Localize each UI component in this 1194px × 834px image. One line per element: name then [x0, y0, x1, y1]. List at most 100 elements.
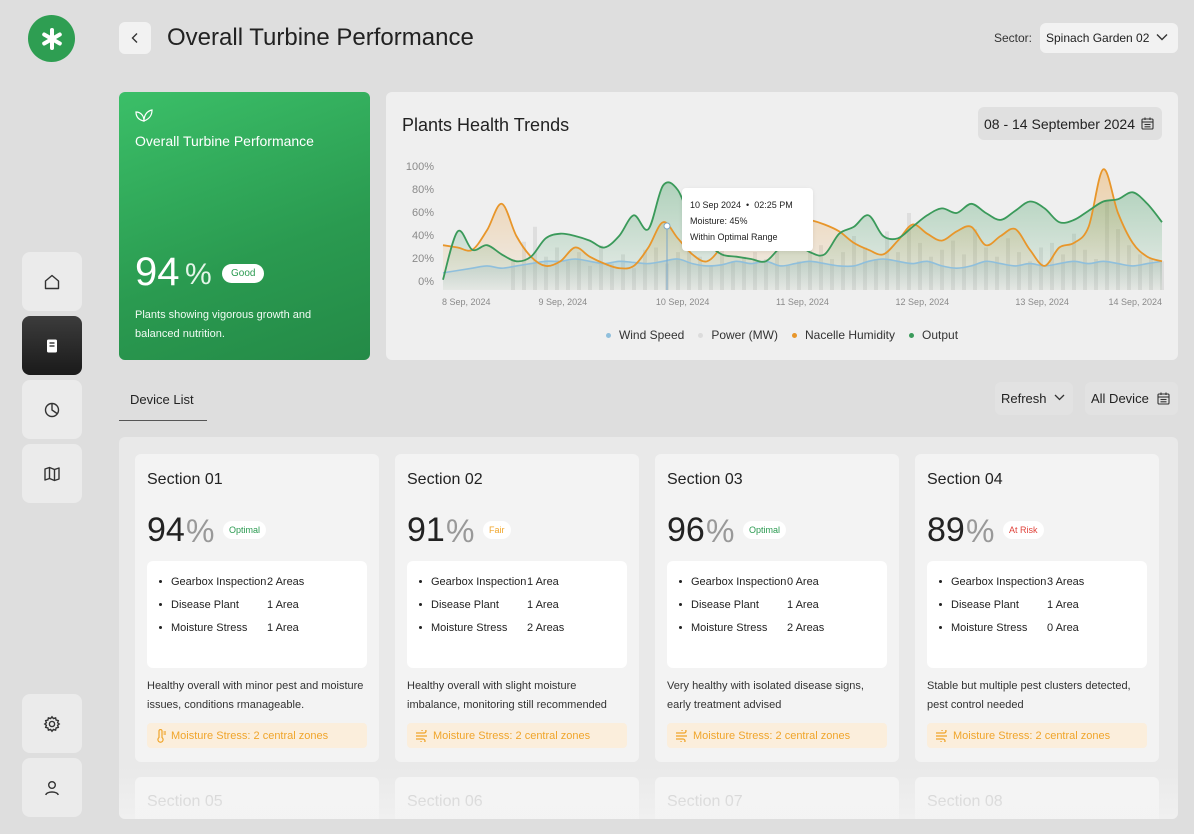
chevron-down-icon: [1156, 34, 1168, 41]
thermometer-icon: [157, 728, 166, 743]
issue-count: 2 Areas: [787, 622, 825, 634]
issue-count: 0 Area: [1047, 622, 1079, 634]
sector-value: Spinach Garden 02: [1046, 31, 1150, 45]
tab-underline: [119, 420, 207, 421]
legend-item-power[interactable]: Power (MW): [698, 328, 778, 342]
sidebar-item-settings[interactable]: [22, 694, 82, 753]
x-tick-label: 10 Sep, 2024: [656, 297, 710, 307]
list-item: Gearbox Inspection 1 Area: [417, 573, 627, 592]
issue-count: 1 Area: [527, 576, 559, 588]
y-tick-label: 80%: [412, 184, 434, 196]
sidebar-item-reports[interactable]: [22, 316, 82, 375]
series-area-output: [443, 182, 1162, 290]
section-card[interactable]: Section 06: [395, 777, 639, 819]
section-name: Section 01: [147, 471, 223, 488]
issue-label: Gearbox Inspection: [951, 576, 1047, 588]
document-icon: [47, 339, 57, 352]
x-tick-label: 12 Sep, 2024: [896, 297, 950, 307]
gear-icon: [43, 715, 61, 732]
legend-label: Power (MW): [711, 328, 778, 342]
list-item: Disease Plant 1 Area: [157, 596, 367, 615]
section-card[interactable]: Section 03 96 % Optimal Gearbox Inspecti…: [655, 454, 899, 762]
legend-label: Wind Speed: [618, 328, 685, 342]
sidebar-item-map[interactable]: [22, 444, 82, 503]
calendar-icon: [1141, 117, 1154, 130]
section-unit: %: [966, 513, 995, 549]
moisture-alert[interactable]: Moisture Stress: 2 central zones: [667, 723, 887, 748]
section-card[interactable]: Section 02 91 % Fair Gearbox Inspection 1…: [395, 454, 639, 762]
alert-text: Moisture Stress: 2 central zones: [953, 729, 1111, 742]
section-card[interactable]: Section 01 94 % Optimal Gearbox Inspecti…: [135, 454, 379, 762]
home-icon: [44, 274, 60, 289]
issue-count: 1 Area: [527, 599, 559, 611]
sidebar-item-home[interactable]: [22, 252, 82, 311]
issue-count: 3 Areas: [1047, 576, 1085, 588]
legend-item-output[interactable]: Output: [909, 328, 958, 342]
moisture-alert[interactable]: Moisture Stress: 2 central zones: [927, 723, 1147, 748]
chart-title: Plants Health Trends: [402, 115, 570, 135]
list-item: Moisture Stress 2 Areas: [677, 619, 887, 638]
list-item: Gearbox Inspection 0 Area: [677, 573, 887, 592]
calendar-icon: [1157, 392, 1170, 405]
issue-label: Disease Plant: [691, 599, 759, 611]
section-card[interactable]: Section 04 89 % At Risk Gearbox Inspecti…: [915, 454, 1159, 762]
issue-label: Moisture Stress: [171, 622, 248, 634]
bullet: [419, 580, 422, 583]
bullet: [939, 626, 942, 629]
all-device-button[interactable]: All Device: [1085, 382, 1178, 415]
issue-label: Gearbox Inspection: [171, 576, 267, 588]
sidebar-item-profile[interactable]: [22, 758, 82, 817]
y-tick-label: 40%: [412, 230, 434, 242]
bullet: [419, 603, 422, 606]
date-range-picker[interactable]: 08 - 14 September 2024: [978, 107, 1162, 140]
section-value: 94: [147, 511, 185, 549]
sector-select[interactable]: Spinach Garden 02: [1040, 23, 1178, 53]
section-name: Section 08: [927, 793, 1003, 810]
date-range-value: 08 - 14 September 2024: [984, 115, 1135, 132]
issue-label: Moisture Stress: [691, 622, 768, 634]
performance-unit: %: [185, 258, 212, 291]
performance-value: 94: [135, 250, 180, 294]
performance-description: Plants showing vigorous growth and balan…: [135, 309, 312, 340]
chevron-down-icon: [1054, 394, 1065, 401]
tooltip-date: 10 Sep 2024: [690, 200, 742, 210]
legend-item-wind-speed[interactable]: Wind Speed: [605, 328, 685, 342]
list-item: Disease Plant 1 Area: [417, 596, 627, 615]
x-tick-label: 9 Sep, 2024: [539, 297, 588, 307]
app-logo[interactable]: [28, 15, 75, 62]
chart-legend: Wind Speed Power (MW) Nacelle Humidity O…: [386, 328, 1178, 342]
leaf-icon: [135, 109, 153, 122]
moisture-alert[interactable]: Moisture Stress: 2 central zones: [407, 723, 627, 748]
bullet: [679, 580, 682, 583]
section-unit: %: [706, 513, 735, 549]
legend-item-nacelle-humidity[interactable]: Nacelle Humidity: [791, 328, 895, 342]
section-description: Healthy overall with slight moisture imb…: [407, 680, 607, 711]
tooltip-line2: Within Optimal Range: [690, 232, 778, 242]
section-unit: %: [186, 513, 215, 549]
chevron-left-icon: [131, 33, 138, 43]
bullet: [939, 580, 942, 583]
y-tick-label: 0%: [418, 276, 434, 288]
x-tick-label: 14 Sep, 2024: [1108, 297, 1162, 307]
tooltip-time: 02:25 PM: [754, 200, 793, 210]
section-card[interactable]: Section 08: [915, 777, 1159, 819]
section-value: 96: [667, 511, 705, 549]
y-tick-label: 100%: [406, 161, 434, 173]
section-description: Stable but multiple pest clusters detect…: [927, 680, 1131, 711]
tab-device-list[interactable]: Device List: [130, 392, 194, 407]
alert-text: Moisture Stress: 2 central zones: [171, 729, 329, 742]
status-badge: Fair: [483, 521, 511, 539]
legend-dot: [791, 332, 797, 338]
refresh-button[interactable]: Refresh: [995, 382, 1073, 415]
health-trends-card: Plants Health Trends 08 - 14 September 2…: [386, 92, 1178, 360]
tooltip-line1: Moisture: 45%: [690, 216, 748, 226]
status-badge: Optimal: [743, 521, 787, 539]
bullet: [419, 626, 422, 629]
sidebar-item-analytics[interactable]: [22, 380, 82, 439]
section-card[interactable]: Section 07: [655, 777, 899, 819]
back-button[interactable]: [119, 22, 151, 54]
section-card[interactable]: Section 05: [135, 777, 379, 819]
y-tick-label: 20%: [412, 253, 434, 265]
moisture-alert[interactable]: Moisture Stress: 2 central zones: [147, 723, 367, 748]
performance-card: Overall Turbine Performance 94 % Good Pl…: [119, 92, 370, 360]
